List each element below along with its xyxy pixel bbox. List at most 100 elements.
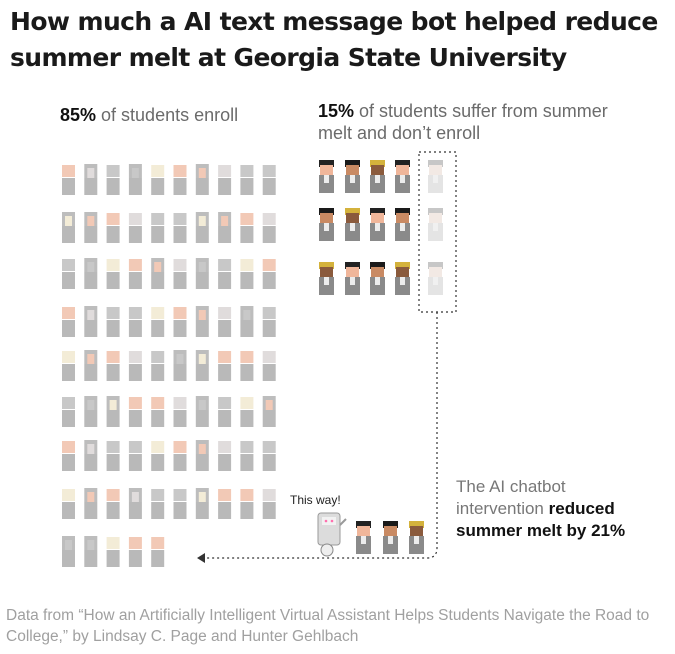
body-shape	[106, 550, 120, 567]
enrolled-student-icon	[173, 397, 187, 427]
collar-shape	[433, 175, 438, 183]
melt-student-icon	[395, 208, 410, 241]
face-shape	[218, 165, 232, 177]
robot-wheel	[320, 543, 334, 557]
enrolled-student-icon	[240, 397, 254, 427]
body-shape	[240, 178, 254, 195]
face-shape	[87, 262, 95, 272]
enrolled-student-icon	[218, 397, 232, 427]
face-shape	[371, 267, 384, 277]
face-shape	[106, 213, 120, 225]
body-shape	[151, 226, 165, 243]
enrolled-student-icon	[262, 213, 276, 243]
body-shape	[370, 175, 385, 193]
enrolled-student-icon	[262, 259, 276, 289]
face-shape	[396, 213, 409, 223]
enrolled-student-icon	[195, 396, 209, 427]
face-shape	[128, 307, 142, 319]
face-shape	[218, 259, 232, 271]
face-shape	[176, 354, 184, 364]
enrolled-student-icon	[218, 441, 232, 471]
face-shape	[87, 216, 95, 226]
body-shape	[395, 175, 410, 193]
collar-shape	[350, 175, 355, 183]
face-shape	[198, 492, 206, 502]
hair-shape	[319, 160, 334, 167]
enrolled-student-icon	[218, 259, 232, 289]
face-shape	[371, 213, 384, 223]
body-shape	[195, 454, 209, 471]
collar-shape	[400, 175, 405, 183]
enrolled-student-icon	[240, 213, 254, 243]
body-shape	[262, 178, 276, 195]
face-shape	[128, 537, 142, 549]
robot-screen	[322, 517, 336, 525]
enrolled-student-icon	[106, 307, 120, 337]
face-shape	[173, 213, 187, 225]
face-shape	[371, 165, 384, 175]
body-shape	[151, 454, 165, 471]
face-shape	[62, 165, 75, 177]
body-shape	[106, 320, 120, 337]
body-shape	[128, 178, 142, 195]
body-shape	[370, 223, 385, 241]
chatbot-robot-icon	[317, 512, 347, 557]
face-shape	[346, 213, 359, 223]
enrolled-student-icon	[173, 441, 187, 471]
face-shape	[198, 310, 206, 320]
robot-arm	[339, 518, 347, 526]
enrolled-student-icon	[218, 351, 232, 381]
enrolled-student-icon	[240, 351, 254, 381]
face-shape	[198, 168, 206, 178]
body-shape	[383, 536, 398, 554]
collar-shape	[324, 277, 329, 285]
face-shape	[320, 213, 333, 223]
face-shape	[396, 165, 409, 175]
face-shape	[265, 400, 273, 410]
face-shape	[62, 351, 75, 363]
body-shape	[151, 502, 165, 519]
enrolled-student-icon	[128, 397, 142, 427]
hair-shape	[370, 208, 385, 215]
face-shape	[87, 492, 95, 502]
collar-shape	[324, 175, 329, 183]
enrolled-student-icon	[106, 213, 120, 243]
body-shape	[319, 223, 334, 241]
body-shape	[262, 502, 276, 519]
face-shape	[62, 397, 75, 409]
body-shape	[173, 454, 187, 471]
face-shape	[240, 351, 254, 363]
face-shape	[262, 351, 276, 363]
body-shape	[173, 226, 187, 243]
hair-shape	[356, 521, 371, 528]
body-shape	[173, 178, 187, 195]
enrolled-student-icon	[62, 536, 75, 567]
face-shape	[62, 259, 75, 271]
body-shape	[62, 410, 75, 427]
enrolled-student-icon	[151, 441, 165, 471]
body-shape	[62, 320, 75, 337]
face-shape	[218, 351, 232, 363]
face-shape	[429, 267, 442, 277]
enrolled-student-icon	[262, 165, 276, 195]
body-shape	[128, 320, 142, 337]
collar-shape	[433, 223, 438, 231]
face-shape	[128, 213, 142, 225]
enrolled-student-icon	[151, 489, 165, 519]
enrolled-student-icon	[262, 307, 276, 337]
face-shape	[198, 444, 206, 454]
face-shape	[262, 259, 276, 271]
hair-shape	[345, 262, 360, 269]
melt-student-icon	[370, 208, 385, 241]
face-shape	[346, 267, 359, 277]
face-shape	[151, 165, 165, 177]
face-shape	[62, 489, 75, 501]
enrolled-student-icon	[62, 165, 75, 195]
face-shape	[109, 400, 117, 410]
face-shape	[131, 492, 139, 502]
enrolled-student-icon	[240, 165, 254, 195]
body-shape	[240, 226, 254, 243]
enrolled-student-icon	[173, 165, 187, 195]
face-shape	[173, 397, 187, 409]
melt-student-icon	[428, 160, 443, 193]
